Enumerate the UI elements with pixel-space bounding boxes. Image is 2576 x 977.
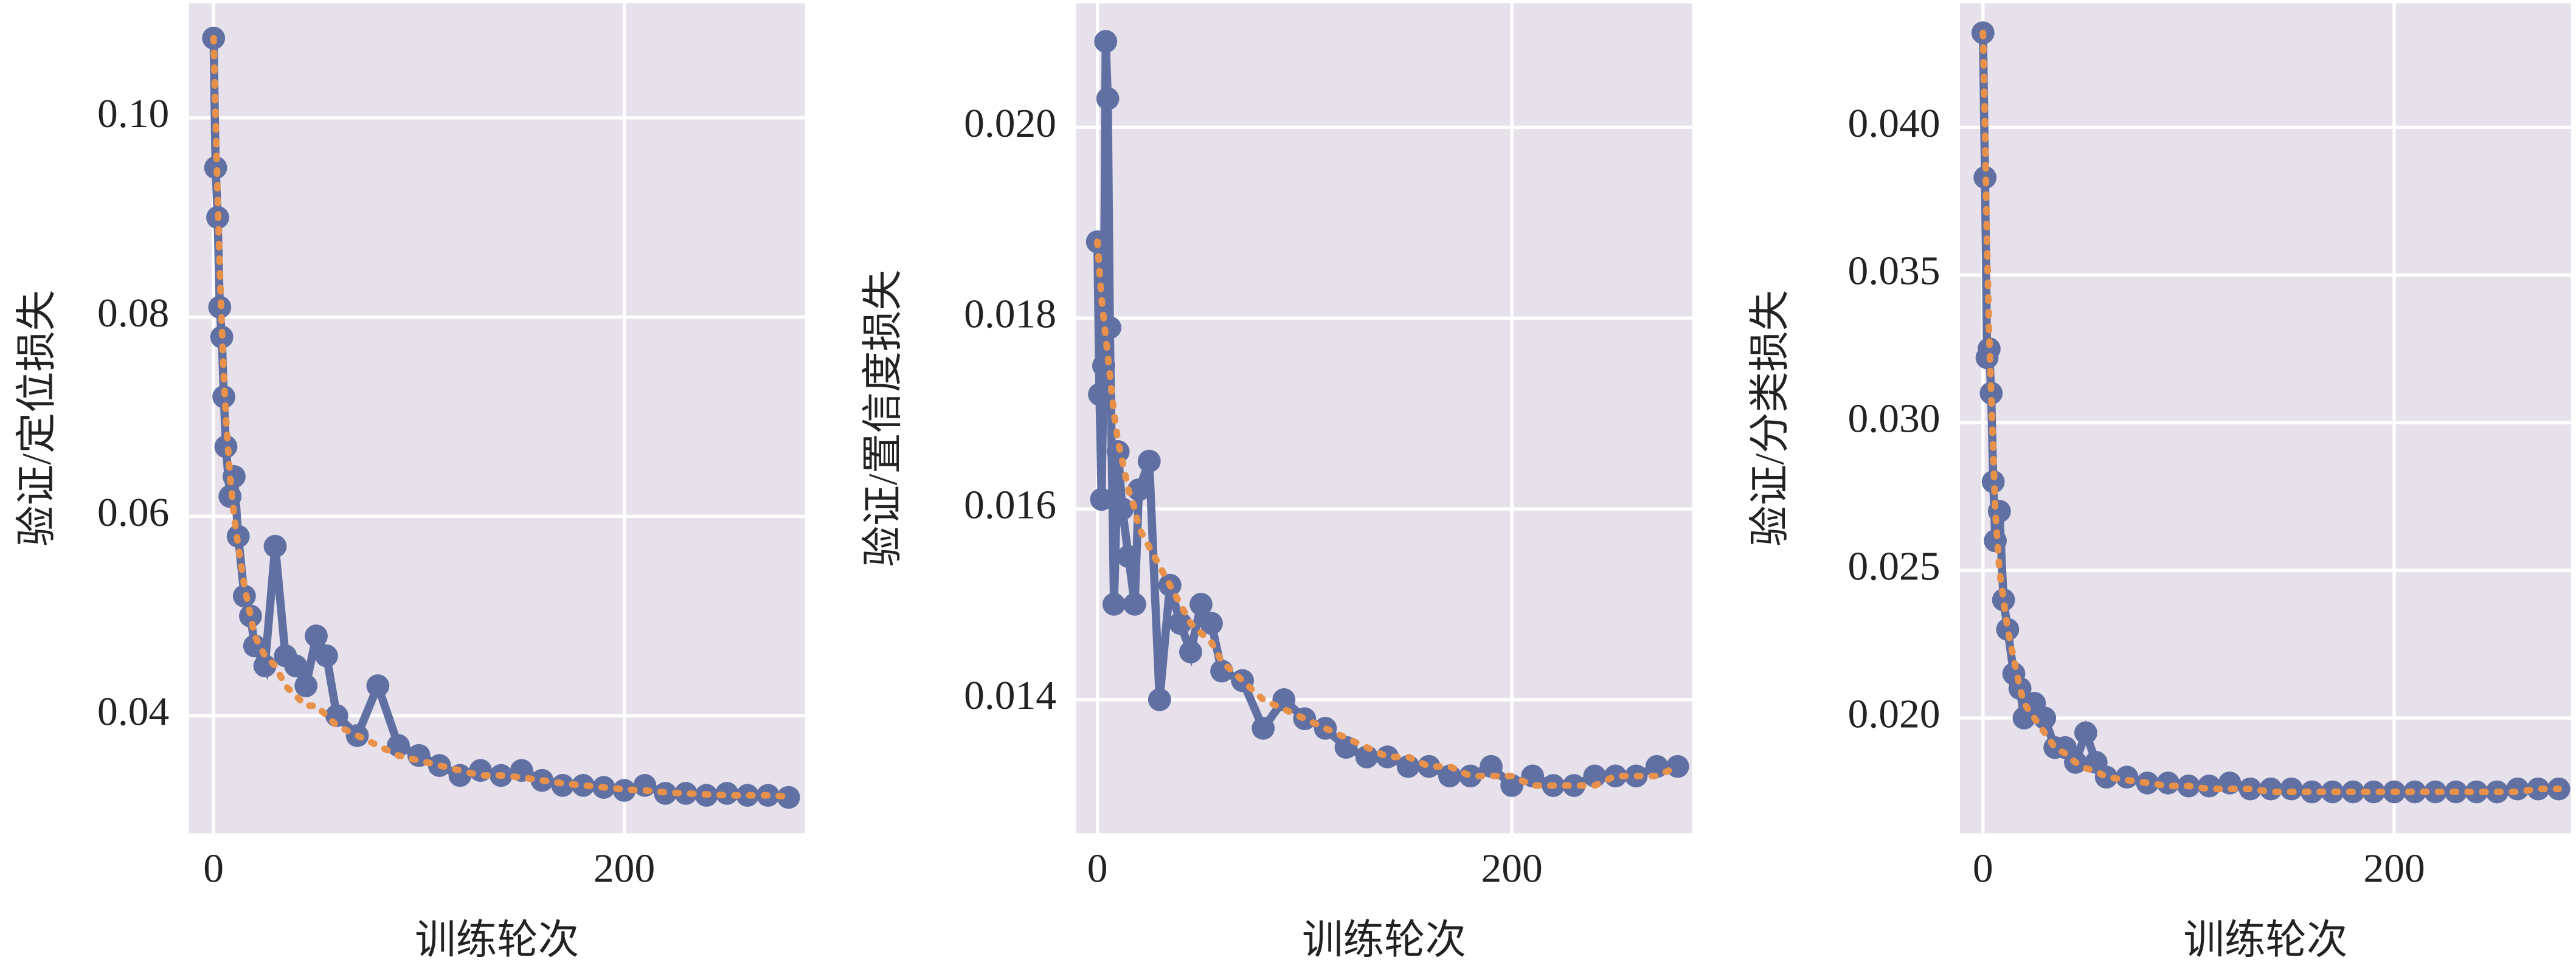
x-axis-label: 训练轮次: [415, 917, 579, 963]
point: [387, 734, 410, 758]
point: [674, 782, 698, 805]
point: [612, 779, 636, 802]
y-tick-label: 0.040: [1848, 100, 1941, 146]
point: [263, 534, 287, 558]
y-tick-label: 0.025: [1848, 544, 1941, 589]
point: [1123, 593, 1146, 616]
point: [572, 774, 595, 797]
point: [1148, 688, 1171, 711]
x-tick-label: 0: [1087, 846, 1108, 891]
point: [777, 785, 800, 809]
point: [1996, 618, 2020, 641]
y-tick-label: 0.020: [964, 100, 1056, 146]
y-tick-label: 0.035: [1848, 248, 1941, 294]
y-tick-label: 0.06: [97, 489, 169, 535]
point: [1094, 30, 1118, 53]
point: [1127, 478, 1151, 502]
x-tick-label: 0: [203, 846, 224, 891]
point: [1200, 612, 1223, 635]
point: [2465, 780, 2488, 804]
point: [1480, 754, 1503, 778]
y-tick-label: 0.08: [97, 290, 169, 336]
x-axis-label: 训练轮次: [1302, 917, 1466, 963]
y-axis-label: 验证/置信度损失: [860, 269, 905, 567]
y-tick-label: 0.014: [964, 672, 1056, 718]
point: [1992, 588, 2015, 612]
point: [1500, 774, 1524, 797]
point: [1110, 497, 1134, 520]
y-tick-label: 0.030: [1848, 396, 1941, 441]
point: [2074, 721, 2097, 745]
point: [294, 674, 318, 697]
y-axis-label: 验证/定位损失: [14, 290, 60, 547]
smoothed-line: [1979, 29, 2563, 795]
point: [1096, 87, 1120, 111]
point: [214, 435, 238, 458]
point: [2300, 780, 2324, 804]
point: [1137, 449, 1161, 473]
plot-area: [1076, 3, 1692, 834]
point: [1088, 382, 1111, 406]
smoothed-line: [210, 35, 792, 800]
plot-area: [1959, 3, 2571, 834]
point: [315, 644, 338, 668]
y-tick-label: 0.016: [964, 482, 1056, 528]
x-tick-label: 200: [1481, 846, 1542, 891]
x-tick-label: 200: [2363, 846, 2425, 891]
y-tick-label: 0.04: [97, 689, 169, 734]
smoothed-line: [1094, 238, 1681, 789]
point: [1666, 754, 1689, 778]
point: [2362, 780, 2386, 804]
x-tick-label: 0: [1973, 846, 1993, 891]
point: [366, 674, 390, 697]
y-tick-label: 0.018: [964, 291, 1056, 337]
point: [1102, 593, 1126, 616]
point: [223, 465, 246, 488]
point: [1179, 640, 1202, 664]
point: [1252, 717, 1275, 740]
plot-area: [189, 3, 805, 834]
y-tick-label: 0.10: [97, 91, 169, 136]
point: [2008, 677, 2032, 700]
point: [2033, 706, 2057, 730]
point: [1189, 593, 1213, 616]
x-tick-label: 200: [594, 846, 655, 891]
point: [1984, 529, 2007, 553]
point: [1583, 764, 1607, 788]
point: [1978, 337, 2001, 361]
point: [1168, 612, 1192, 635]
point: [1979, 381, 2003, 405]
point: [305, 624, 328, 647]
point: [1090, 488, 1113, 511]
point: [1987, 500, 2011, 523]
point: [715, 782, 739, 805]
point: [1981, 470, 2005, 494]
point: [284, 654, 308, 678]
x-axis-label: 训练轮次: [2183, 917, 2347, 963]
point: [1117, 545, 1140, 568]
y-axis-label: 验证/分类损失: [1747, 290, 1793, 547]
point: [1355, 745, 1379, 768]
y-tick-label: 0.020: [1848, 691, 1941, 737]
point: [1562, 774, 1586, 797]
